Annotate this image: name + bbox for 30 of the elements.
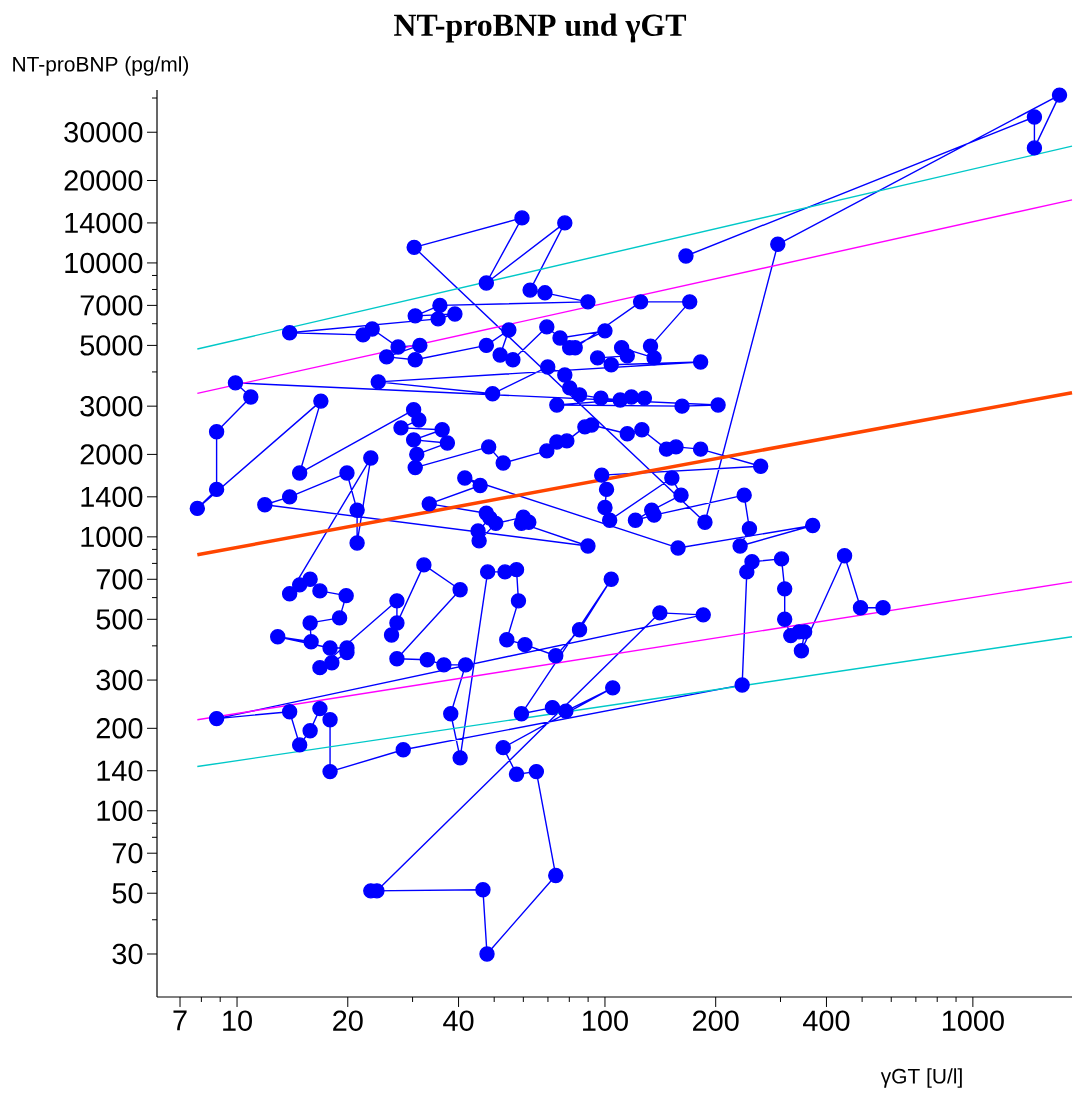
y-tick-label: 30 [112, 943, 143, 965]
y-tick-label: 2000 [80, 444, 143, 465]
chart-title: NT-proBNP und γGT [394, 13, 687, 43]
x-tick-label: 20 [333, 1010, 363, 1031]
y-tick-label: 140 [97, 760, 143, 781]
x-tick-label: 100 [583, 1010, 628, 1031]
y-tick-label: 100 [97, 800, 143, 821]
x-tick-label: 400 [803, 1010, 850, 1031]
x-tick-label: 1000 [942, 1010, 1004, 1031]
y-tick-label: 200 [96, 718, 143, 739]
y-tick-label: 20000 [64, 170, 143, 191]
y-tick-label: 50 [112, 882, 143, 904]
y-tick-label: 30000 [64, 122, 143, 143]
y-tick-label: 1400 [81, 486, 143, 508]
y-tick-label: 70 [112, 842, 143, 864]
x-tick-label: 10 [223, 1010, 252, 1031]
y-tick-label: 5000 [80, 335, 143, 356]
x-tick-label: 7 [173, 1010, 187, 1031]
y-axis-title: NT-proBNP (pg/ml) [13, 56, 189, 76]
x-axis-title: γGT [U/l] [880, 1068, 962, 1088]
x-tick-label: 200 [693, 1010, 739, 1031]
y-tick-label: 3000 [80, 395, 143, 417]
y-tick-label: 300 [96, 669, 143, 691]
y-tick-label: 500 [96, 609, 143, 630]
x-tick-label: 40 [443, 1010, 474, 1031]
y-tick-label: 10000 [65, 252, 143, 274]
y-tick-label: 1000 [81, 526, 143, 548]
y-tick-label: 14000 [65, 212, 143, 234]
y-tick-label: 700 [96, 569, 143, 590]
y-tick-label: 7000 [80, 295, 143, 316]
